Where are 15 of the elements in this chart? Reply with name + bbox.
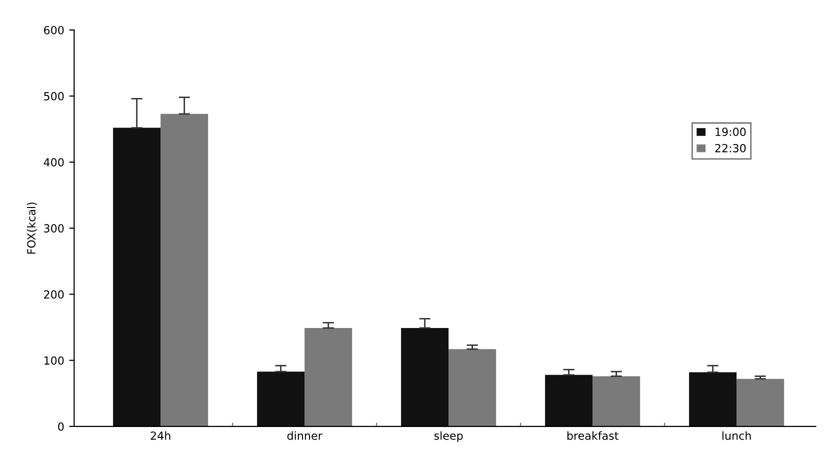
x-tick-label: dinner xyxy=(287,431,322,440)
y-axis-title: FOX(kcal) xyxy=(26,202,37,254)
y-tick-label: 0 xyxy=(58,422,64,431)
y-tick-label: 200 xyxy=(44,290,64,299)
x-tick-label: sleep xyxy=(434,431,463,442)
x-tick-label: 24h xyxy=(150,431,170,440)
legend-label: 22:30 xyxy=(715,144,746,152)
x-tick-label: breakfast xyxy=(567,431,618,440)
y-tick-label: 600 xyxy=(44,26,64,34)
x-tick-label: lunch xyxy=(722,431,751,440)
y-tick-label: 400 xyxy=(44,158,64,166)
y-tick-label: 100 xyxy=(44,356,64,365)
y-tick-label: 300 xyxy=(44,224,64,233)
legend-label: 19:00 xyxy=(716,128,746,136)
y-tick-label: 500 xyxy=(44,92,64,100)
